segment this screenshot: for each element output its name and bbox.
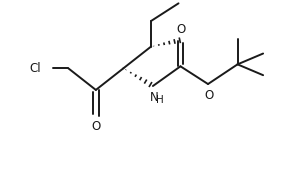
Text: O: O (177, 23, 186, 36)
Text: O: O (91, 120, 100, 133)
Text: H: H (156, 95, 164, 105)
Text: Cl: Cl (29, 62, 41, 75)
Text: N: N (149, 91, 158, 104)
Text: O: O (204, 89, 214, 102)
